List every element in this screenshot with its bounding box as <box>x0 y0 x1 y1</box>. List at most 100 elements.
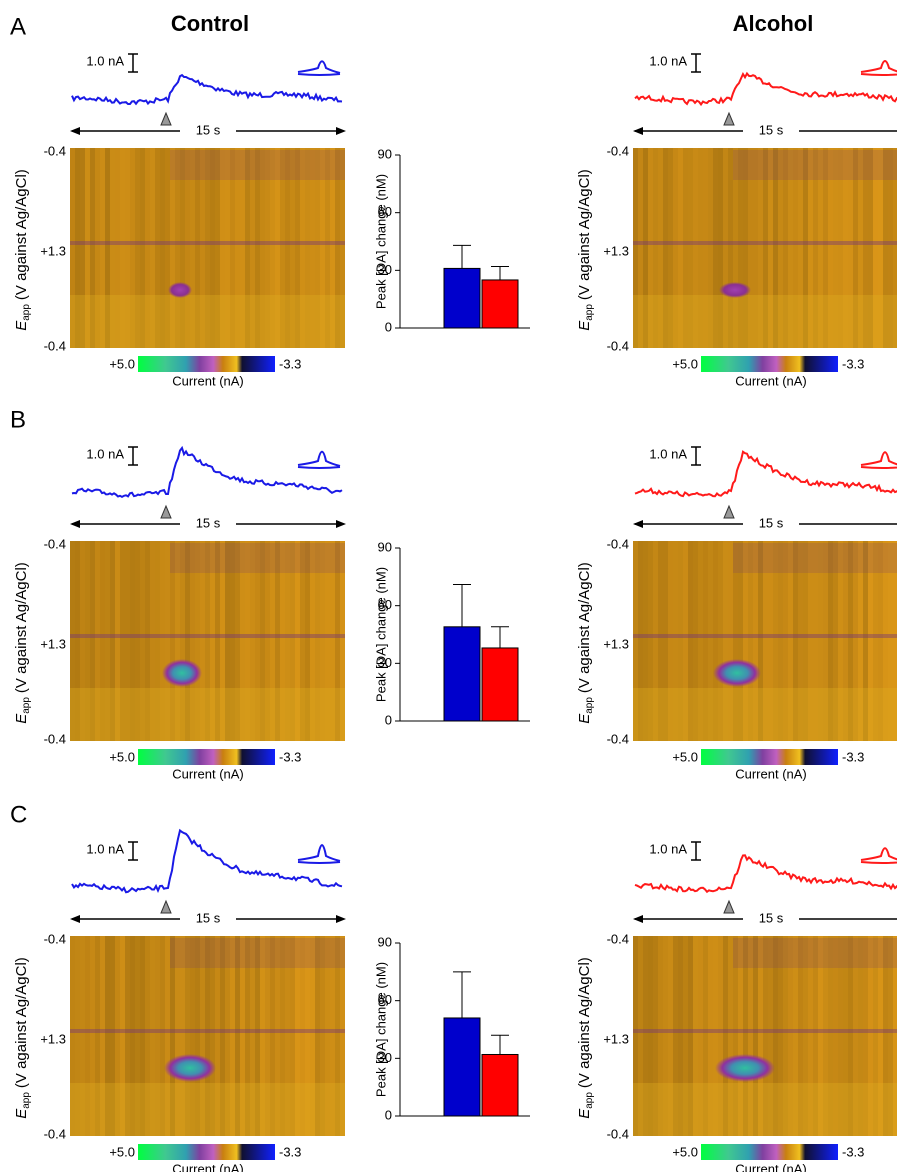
y-tick-label: -0.4 <box>607 931 629 946</box>
plot-stripe <box>743 936 748 1136</box>
plot-stripe <box>225 936 230 1136</box>
color-plot <box>633 541 897 741</box>
plot-stripe <box>763 936 768 1136</box>
plot-stripe <box>125 148 130 348</box>
y-tick-label: -0.4 <box>607 536 629 551</box>
plot-lower <box>70 1083 345 1136</box>
plot-stripe <box>235 936 240 1136</box>
y-axis-label: Eapp (V against Ag/AgCl) <box>576 957 595 1119</box>
plot-stripe <box>140 541 145 741</box>
plot-stripe <box>225 148 230 348</box>
plot-stripe <box>763 541 768 741</box>
plot-stripe <box>150 541 155 741</box>
plot-stripe <box>793 148 798 348</box>
plot-stripe <box>340 148 345 348</box>
plot-stripe <box>773 936 778 1136</box>
plot-stripe <box>270 936 275 1136</box>
y-tick-label: -0.4 <box>44 338 66 353</box>
plot-stripe <box>115 541 120 741</box>
plot-stripe <box>823 541 828 741</box>
plot-stripe <box>95 541 100 741</box>
oxidation-peak <box>715 1054 775 1082</box>
panel: 1.0 nA 15 s -0.4 +1.3 -0.4 Eapp (V against Ag/… <box>13 828 346 1172</box>
plot-stripe <box>330 541 335 741</box>
plot-stripe <box>793 541 798 741</box>
y-tick-label: 0 <box>385 1107 392 1122</box>
plot-stripe <box>300 148 305 348</box>
plot-stripe <box>698 936 703 1136</box>
plot-stripe <box>110 148 115 348</box>
plot-stripe <box>165 541 170 741</box>
plot-stripe <box>330 936 335 1136</box>
plot-stripe <box>105 148 110 348</box>
label-main: E <box>13 320 30 331</box>
label-sub: app <box>584 304 595 321</box>
plot-stripe <box>310 541 315 741</box>
stimulus-marker <box>160 504 172 519</box>
time-label: 15 s <box>196 122 221 137</box>
label-rest: (V against Ag/AgCl) <box>13 562 30 693</box>
time-label: 15 s <box>196 910 221 925</box>
plot-upper <box>170 150 345 180</box>
plot-stripe <box>285 148 290 348</box>
plot-stripe <box>130 936 135 1136</box>
time-label: 15 s <box>759 910 784 925</box>
plot-stripe <box>220 541 225 741</box>
colorbar-max: +5.0 <box>109 1144 135 1159</box>
y-tick-label: -0.4 <box>607 731 629 746</box>
plot-stripe <box>663 148 668 348</box>
plot-stripe <box>190 148 195 348</box>
plot-stripe <box>868 148 873 348</box>
plot-stripe <box>215 148 220 348</box>
plot-stripe <box>285 541 290 741</box>
plot-stripe <box>733 148 738 348</box>
y-tick-label: -0.4 <box>44 1126 66 1141</box>
colorbar-label: Current (nA) <box>172 373 244 388</box>
plot-stripe <box>90 148 95 348</box>
plot-stripe <box>778 936 783 1136</box>
plot-lower <box>633 295 897 348</box>
plot-stripe <box>818 148 823 348</box>
plot-band <box>633 241 897 245</box>
plot-stripe <box>888 541 893 741</box>
plot-stripe <box>330 148 335 348</box>
label-main: E <box>576 713 593 724</box>
plot-stripe <box>868 936 873 1136</box>
plot-stripe <box>235 148 240 348</box>
label-rest: (V against Ag/AgCl) <box>576 169 593 300</box>
plot-stripe <box>653 541 658 741</box>
scale-bar-label: 1.0 nA <box>649 841 687 856</box>
plot-stripe <box>155 541 160 741</box>
plot-stripe <box>270 541 275 741</box>
plot-stripe <box>783 148 788 348</box>
y-tick-label: 90 <box>378 934 392 949</box>
plot-stripe <box>813 541 818 741</box>
plot-stripe <box>185 936 190 1136</box>
plot-stripe <box>300 541 305 741</box>
plot-stripe <box>70 148 75 348</box>
plot-stripe <box>833 148 838 348</box>
stimulus-marker <box>160 111 172 126</box>
voltammogram-inset <box>297 60 341 76</box>
plot-stripe <box>668 936 673 1136</box>
plot-stripe <box>200 541 205 741</box>
y-tick-label: -0.4 <box>607 1126 629 1141</box>
plot-stripe <box>838 936 843 1136</box>
plot-stripe <box>240 541 245 741</box>
plot-stripe <box>703 541 708 741</box>
plot-stripe <box>70 541 75 741</box>
plot-band <box>633 634 897 638</box>
plot-stripe <box>768 148 773 348</box>
plot-stripe <box>803 541 808 741</box>
plot-stripe <box>708 541 713 741</box>
plot-stripe <box>793 936 798 1136</box>
bar <box>481 647 519 722</box>
plot-stripe <box>255 541 260 741</box>
plot-stripe <box>245 541 250 741</box>
plot-band <box>633 1029 897 1033</box>
plot-stripe <box>145 541 150 741</box>
plot-stripe <box>315 148 320 348</box>
plot-stripe <box>653 936 658 1136</box>
plot-stripe <box>260 148 265 348</box>
voltammogram-inset <box>297 844 341 864</box>
